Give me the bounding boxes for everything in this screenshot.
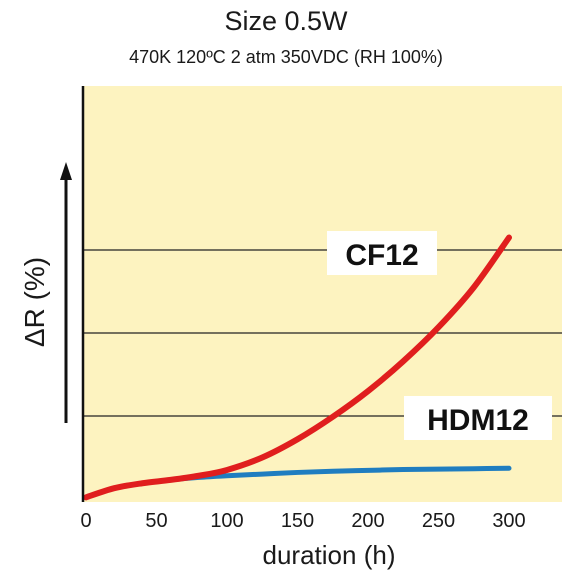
x-tick-label: 100 (210, 510, 243, 532)
series-lines (83, 234, 512, 501)
x-tick-label: 200 (351, 510, 384, 532)
x-tick-label: 150 (281, 510, 314, 532)
chart-title: Size 0.5W (224, 6, 348, 36)
x-tick-label: 250 (422, 510, 455, 532)
y-axis-arrow-head (60, 162, 72, 180)
x-tick-label: 50 (145, 510, 167, 532)
x-tick-labels: 0 50 100 150 200 250 300 (80, 510, 525, 532)
x-tick-label: 0 (80, 510, 91, 532)
series-labels: CF12 HDM12 (327, 231, 552, 440)
series-label-box-hdm12 (404, 396, 552, 440)
series-line-cf12 (83, 234, 512, 501)
series-label-cf12: CF12 (345, 239, 418, 272)
y-axis-label: ΔR (%) (19, 257, 50, 347)
x-axis-label: duration (h) (263, 540, 396, 570)
x-tick-label: 300 (492, 510, 525, 532)
series-label-hdm12: HDM12 (427, 404, 529, 437)
chart-subtitle: 470K 120ºC 2 atm 350VDC (RH 100%) (129, 47, 443, 67)
series-label-box-cf12 (327, 231, 437, 275)
